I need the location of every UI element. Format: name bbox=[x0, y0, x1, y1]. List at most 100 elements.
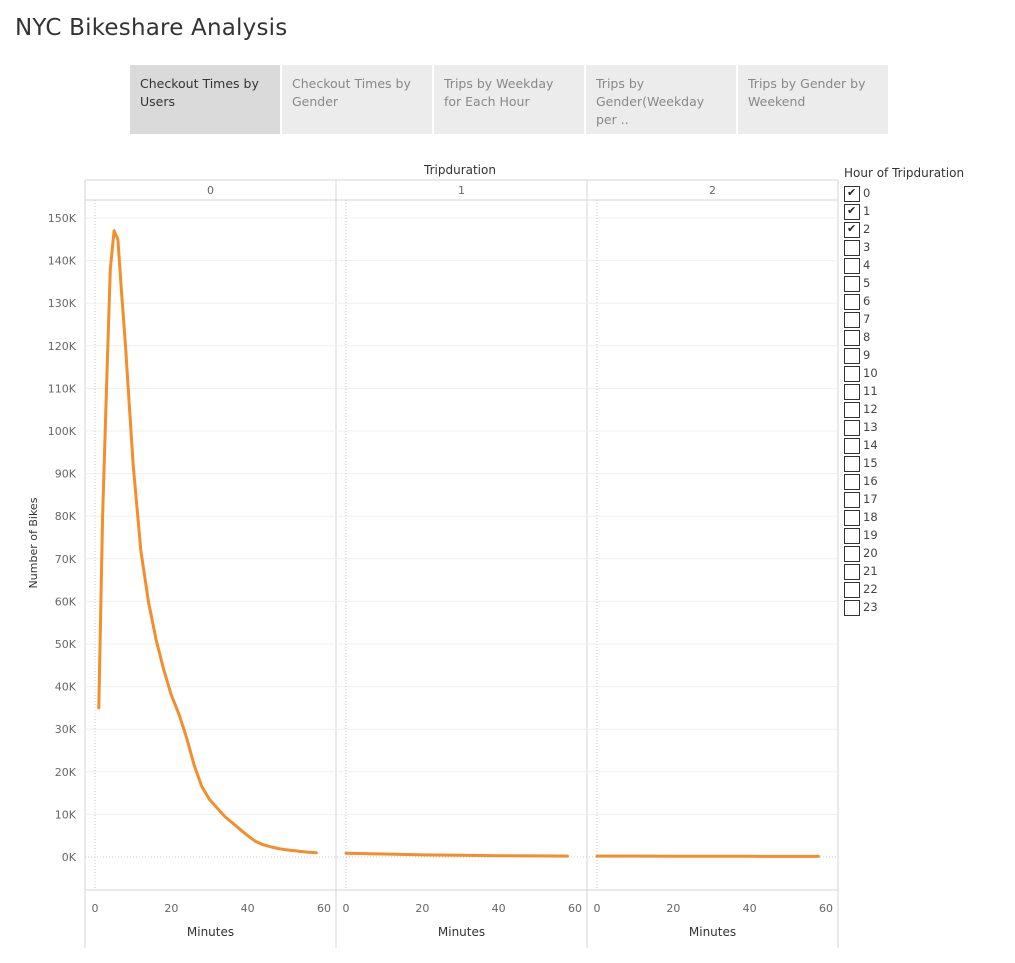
legend-item-label: 23 bbox=[863, 600, 878, 614]
legend-item-hour-0[interactable]: 0 bbox=[844, 184, 878, 202]
x-axis-label: Minutes bbox=[689, 925, 736, 939]
legend-item-hour-3[interactable]: 3 bbox=[844, 238, 878, 256]
legend-item-hour-17[interactable]: 17 bbox=[844, 490, 878, 508]
legend-item-label: 21 bbox=[863, 564, 878, 578]
y-tick-label: 50K bbox=[55, 638, 77, 651]
panel-label: 1 bbox=[458, 184, 465, 197]
legend-item-label: 17 bbox=[863, 492, 878, 506]
tab-checkout-times-by-gender[interactable]: Checkout Times by Gender bbox=[282, 65, 432, 134]
legend-item-hour-18[interactable]: 18 bbox=[844, 508, 878, 526]
legend-item-label: 7 bbox=[863, 312, 871, 326]
legend-item-hour-9[interactable]: 9 bbox=[844, 346, 878, 364]
legend-item-hour-16[interactable]: 16 bbox=[844, 472, 878, 490]
y-tick-label: 60K bbox=[55, 595, 77, 608]
legend-item-label: 3 bbox=[863, 240, 871, 254]
legend-item-label: 22 bbox=[863, 582, 878, 596]
legend-item-label: 20 bbox=[863, 546, 878, 560]
chart-title: Tripduration bbox=[423, 163, 496, 177]
checkbox[interactable] bbox=[844, 276, 860, 292]
checkbox[interactable] bbox=[844, 474, 860, 490]
legend-item-label: 10 bbox=[863, 366, 878, 380]
x-tick-label: 0 bbox=[92, 902, 99, 915]
legend-item-hour-10[interactable]: 10 bbox=[844, 364, 878, 382]
panel-label: 2 bbox=[709, 184, 716, 197]
legend-item-label: 4 bbox=[863, 258, 871, 272]
checkbox[interactable] bbox=[844, 384, 860, 400]
legend-item-hour-20[interactable]: 20 bbox=[844, 544, 878, 562]
legend-item-label: 12 bbox=[863, 402, 878, 416]
tab-checkout-times-by-users[interactable]: Checkout Times by Users bbox=[130, 65, 280, 134]
x-tick-label: 60 bbox=[819, 902, 833, 915]
checkbox[interactable] bbox=[844, 258, 860, 274]
legend-item-label: 14 bbox=[863, 438, 878, 452]
panel-label: 0 bbox=[207, 184, 214, 197]
checkbox[interactable] bbox=[844, 330, 860, 346]
checkbox[interactable] bbox=[844, 204, 860, 220]
tab-trips-by-gender-weekday[interactable]: Trips by Gender(Weekday per .. bbox=[586, 65, 736, 134]
x-tick-label: 40 bbox=[743, 902, 757, 915]
legend-item-label: 19 bbox=[863, 528, 878, 542]
legend-item-hour-19[interactable]: 19 bbox=[844, 526, 878, 544]
legend-item-label: 2 bbox=[863, 222, 871, 236]
legend-item-label: 9 bbox=[863, 348, 871, 362]
legend-item-hour-13[interactable]: 13 bbox=[844, 418, 878, 436]
y-tick-label: 150K bbox=[48, 212, 77, 225]
checkbox[interactable] bbox=[844, 582, 860, 598]
y-tick-label: 0K bbox=[62, 851, 77, 864]
x-tick-label: 60 bbox=[317, 902, 331, 915]
tab-trips-by-weekday-each-hour[interactable]: Trips by Weekday for Each Hour bbox=[434, 65, 584, 134]
x-tick-label: 20 bbox=[666, 902, 680, 915]
legend-item-hour-11[interactable]: 11 bbox=[844, 382, 878, 400]
checkbox[interactable] bbox=[844, 528, 860, 544]
legend-item-hour-12[interactable]: 12 bbox=[844, 400, 878, 418]
checkbox[interactable] bbox=[844, 222, 860, 238]
legend-item-label: 0 bbox=[863, 186, 871, 200]
y-tick-label: 110K bbox=[48, 382, 77, 395]
legend-item-hour-14[interactable]: 14 bbox=[844, 436, 878, 454]
legend-item-hour-6[interactable]: 6 bbox=[844, 292, 878, 310]
legend-item-hour-7[interactable]: 7 bbox=[844, 310, 878, 328]
legend-item-hour-4[interactable]: 4 bbox=[844, 256, 878, 274]
y-tick-label: 140K bbox=[48, 255, 77, 268]
dashboard-tabs: Checkout Times by Users Checkout Times b… bbox=[130, 65, 890, 134]
checkbox[interactable] bbox=[844, 438, 860, 454]
checkbox[interactable] bbox=[844, 366, 860, 382]
checkbox[interactable] bbox=[844, 510, 860, 526]
tab-trips-by-gender-weekend[interactable]: Trips by Gender by Weekend bbox=[738, 65, 888, 134]
legend-item-hour-8[interactable]: 8 bbox=[844, 328, 878, 346]
legend-item-hour-5[interactable]: 5 bbox=[844, 274, 878, 292]
x-tick-label: 0 bbox=[594, 902, 601, 915]
legend-item-hour-21[interactable]: 21 bbox=[844, 562, 878, 580]
y-tick-label: 70K bbox=[55, 553, 77, 566]
checkbox[interactable] bbox=[844, 186, 860, 202]
legend-item-label: 16 bbox=[863, 474, 878, 488]
legend-item-hour-23[interactable]: 23 bbox=[844, 598, 878, 616]
checkbox[interactable] bbox=[844, 492, 860, 508]
y-tick-label: 80K bbox=[55, 510, 77, 523]
checkbox[interactable] bbox=[844, 564, 860, 580]
y-tick-label: 100K bbox=[48, 425, 77, 438]
legend-item-hour-1[interactable]: 1 bbox=[844, 202, 878, 220]
checkbox[interactable] bbox=[844, 456, 860, 472]
legend-item-label: 6 bbox=[863, 294, 871, 308]
checkbox[interactable] bbox=[844, 546, 860, 562]
legend-item-label: 8 bbox=[863, 330, 871, 344]
checkbox[interactable] bbox=[844, 294, 860, 310]
x-tick-label: 20 bbox=[164, 902, 178, 915]
y-tick-label: 20K bbox=[55, 766, 77, 779]
legend-item-hour-2[interactable]: 2 bbox=[844, 220, 878, 238]
checkbox[interactable] bbox=[844, 312, 860, 328]
legend-item-hour-15[interactable]: 15 bbox=[844, 454, 878, 472]
legend-item-label: 1 bbox=[863, 204, 871, 218]
legend-item-hour-22[interactable]: 22 bbox=[844, 580, 878, 598]
y-tick-label: 90K bbox=[55, 468, 77, 481]
checkbox[interactable] bbox=[844, 402, 860, 418]
checkbox[interactable] bbox=[844, 420, 860, 436]
x-tick-label: 60 bbox=[568, 902, 582, 915]
checkbox[interactable] bbox=[844, 600, 860, 616]
x-tick-label: 40 bbox=[492, 902, 506, 915]
checkbox[interactable] bbox=[844, 348, 860, 364]
x-axis-label: Minutes bbox=[187, 925, 234, 939]
checkbox[interactable] bbox=[844, 240, 860, 256]
line-chart: Tripduration 0K 10K 20K 30K 40K 50K 60K 70K 80K 90… bbox=[27, 163, 839, 948]
